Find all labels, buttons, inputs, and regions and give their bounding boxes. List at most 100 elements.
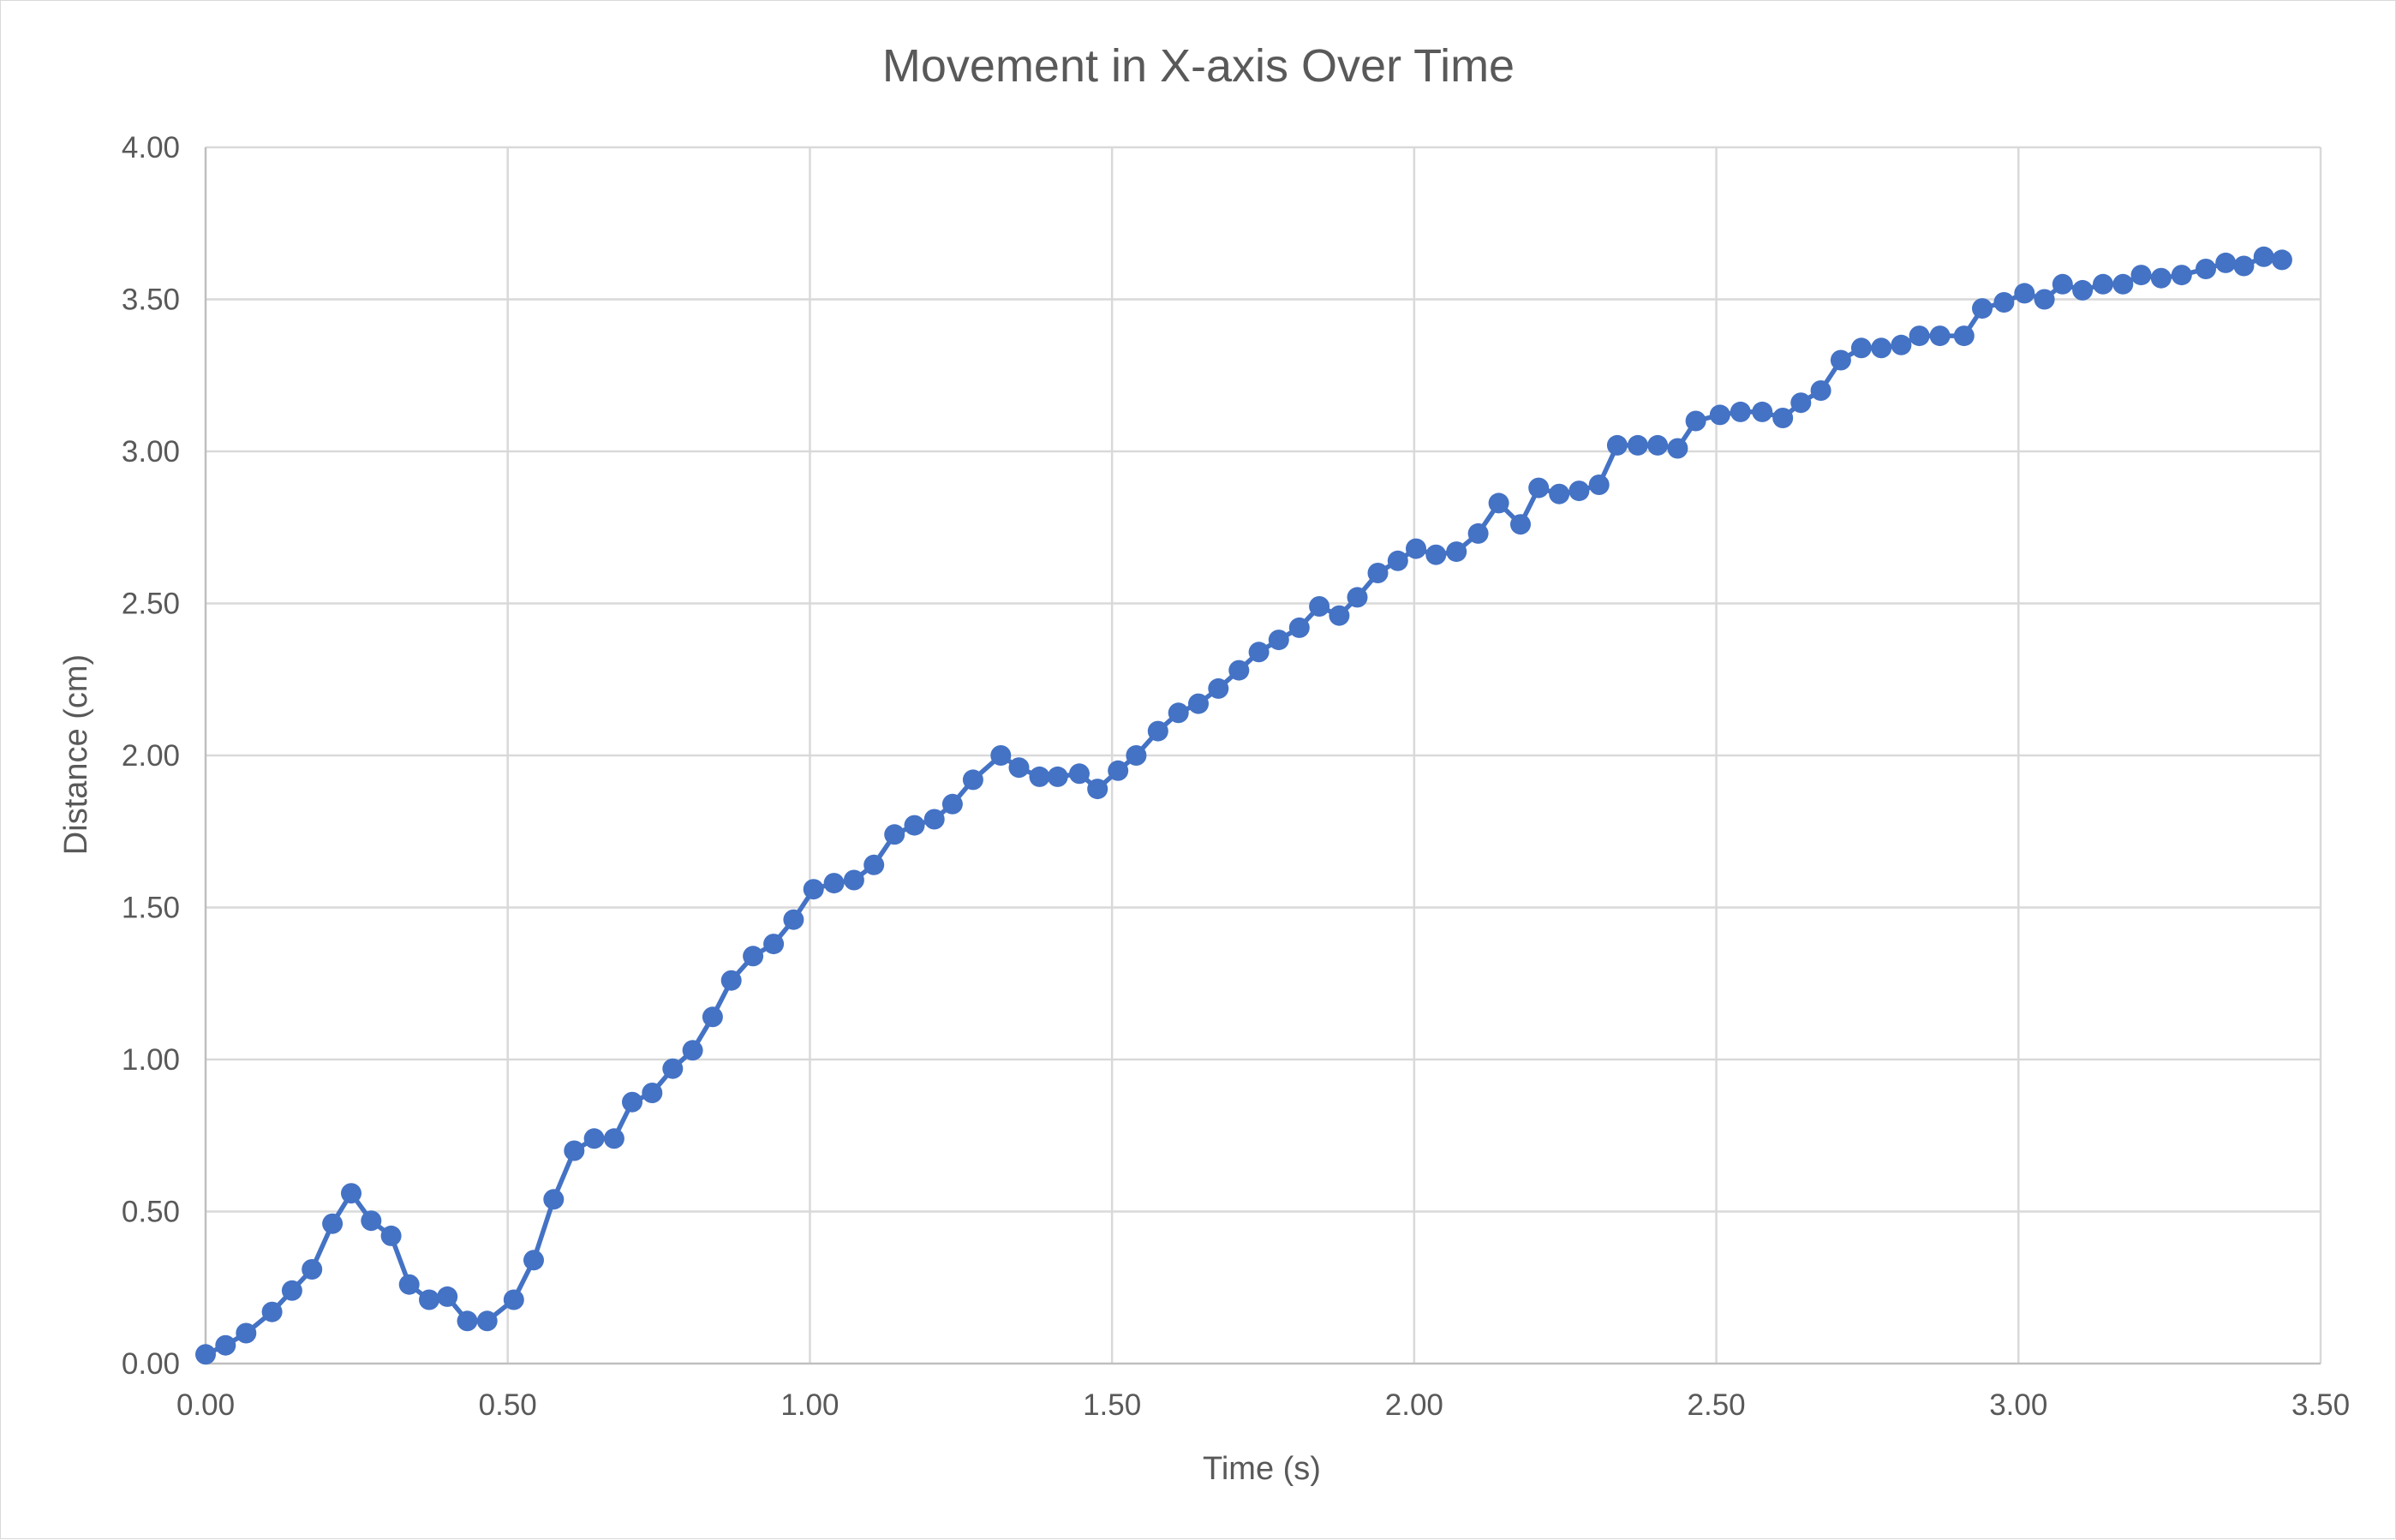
data-point xyxy=(2112,273,2134,295)
data-point xyxy=(1228,660,1250,681)
data-point xyxy=(437,1286,458,1307)
gridlines xyxy=(206,146,2322,1364)
x-tick-label: 3.50 xyxy=(2291,1388,2350,1422)
data-point xyxy=(803,879,824,900)
data-point xyxy=(361,1210,382,1232)
data-point xyxy=(1087,779,1108,800)
data-point xyxy=(1147,720,1168,742)
data-point xyxy=(2150,267,2172,289)
data-point xyxy=(457,1310,478,1332)
data-point xyxy=(476,1310,498,1332)
data-point xyxy=(1108,760,1129,781)
data-point xyxy=(419,1289,439,1310)
data-point xyxy=(823,873,845,894)
data-point xyxy=(1810,380,1831,401)
data-point xyxy=(503,1289,524,1310)
data-point xyxy=(1627,434,1648,456)
data-point xyxy=(743,946,764,967)
data-point xyxy=(1685,410,1706,432)
data-point xyxy=(2072,279,2094,301)
data-point xyxy=(1909,325,1930,347)
data-point xyxy=(2253,246,2274,267)
data-point xyxy=(1568,481,1590,502)
data-point xyxy=(1929,325,1951,347)
y-tick-label: 2.50 xyxy=(122,588,180,621)
tick-labels: 0.00 0.50 1.00 1.50 2.00 2.50 3.00 3.50 4.00 0.00… xyxy=(122,131,2350,1422)
y-tick-label: 1.50 xyxy=(122,892,180,925)
data-point xyxy=(195,1344,216,1365)
data-point xyxy=(884,824,905,845)
data-point xyxy=(642,1083,663,1103)
data-point xyxy=(1752,401,1773,422)
data-point xyxy=(1008,757,1030,779)
data-point xyxy=(1347,587,1368,608)
data-point xyxy=(720,970,742,991)
data-point xyxy=(281,1280,302,1301)
data-point xyxy=(1972,298,1993,319)
data-point xyxy=(1446,541,1467,563)
x-tick-label: 0.50 xyxy=(479,1388,537,1422)
data-point xyxy=(1488,492,1509,514)
data-point xyxy=(941,793,963,815)
data-point xyxy=(702,1006,723,1028)
data-point xyxy=(1425,544,1447,565)
data-point xyxy=(1069,763,1090,785)
y-tick-label: 3.50 xyxy=(122,284,180,317)
data-point xyxy=(2093,273,2113,295)
data-point xyxy=(783,909,804,930)
data-point xyxy=(2215,252,2237,273)
data-point xyxy=(1268,630,1289,651)
data-point xyxy=(1588,475,1610,495)
data-point xyxy=(1730,401,1751,422)
data-point xyxy=(962,769,983,791)
x-tick-label: 2.50 xyxy=(1688,1388,1746,1422)
chart-title: Movement in X-axis Over Time xyxy=(882,40,1515,92)
x-tick-label: 3.00 xyxy=(1989,1388,2047,1422)
x-tick-label: 2.00 xyxy=(1385,1388,1443,1422)
data-point xyxy=(1850,337,1872,359)
data-point xyxy=(1709,404,1730,426)
data-point xyxy=(1126,745,1147,766)
data-point xyxy=(1790,392,1812,414)
data-point xyxy=(863,854,885,875)
y-tick-label: 2.00 xyxy=(122,739,180,773)
y-tick-label: 4.00 xyxy=(122,131,180,164)
data-point xyxy=(236,1322,257,1344)
data-point xyxy=(261,1301,283,1322)
data-point xyxy=(1367,563,1389,583)
data-point xyxy=(1406,538,1426,559)
data-point xyxy=(1188,693,1209,714)
data-point xyxy=(215,1334,236,1356)
data-point xyxy=(1953,325,1975,347)
data-point xyxy=(2052,273,2073,295)
data-point xyxy=(1309,596,1330,617)
y-axis-title: Distance (cm) xyxy=(58,654,94,855)
data-point xyxy=(1891,334,1912,355)
data-point xyxy=(923,809,945,830)
data-point xyxy=(2034,289,2055,310)
data-point xyxy=(662,1058,684,1079)
series-line xyxy=(204,254,2283,1357)
data-point xyxy=(523,1250,544,1271)
data-point xyxy=(1667,438,1688,459)
data-point xyxy=(904,815,925,836)
data-point xyxy=(1993,292,2015,313)
y-tick-label: 1.00 xyxy=(122,1043,180,1077)
data-point xyxy=(1029,766,1050,787)
data-point xyxy=(564,1140,585,1161)
data-point xyxy=(2271,249,2292,271)
data-point xyxy=(398,1274,420,1295)
data-point xyxy=(1528,477,1550,498)
x-tick-label: 1.50 xyxy=(1083,1388,1141,1422)
data-point xyxy=(603,1128,624,1149)
data-point xyxy=(1208,677,1229,699)
data-point xyxy=(1329,605,1350,626)
data-point xyxy=(1168,702,1189,724)
data-point xyxy=(843,869,864,891)
x-tick-label: 1.00 xyxy=(780,1388,839,1422)
data-point xyxy=(1248,642,1270,663)
data-point xyxy=(1606,434,1628,456)
data-point xyxy=(990,745,1012,766)
axes xyxy=(204,147,2321,1365)
data-point xyxy=(380,1225,402,1246)
